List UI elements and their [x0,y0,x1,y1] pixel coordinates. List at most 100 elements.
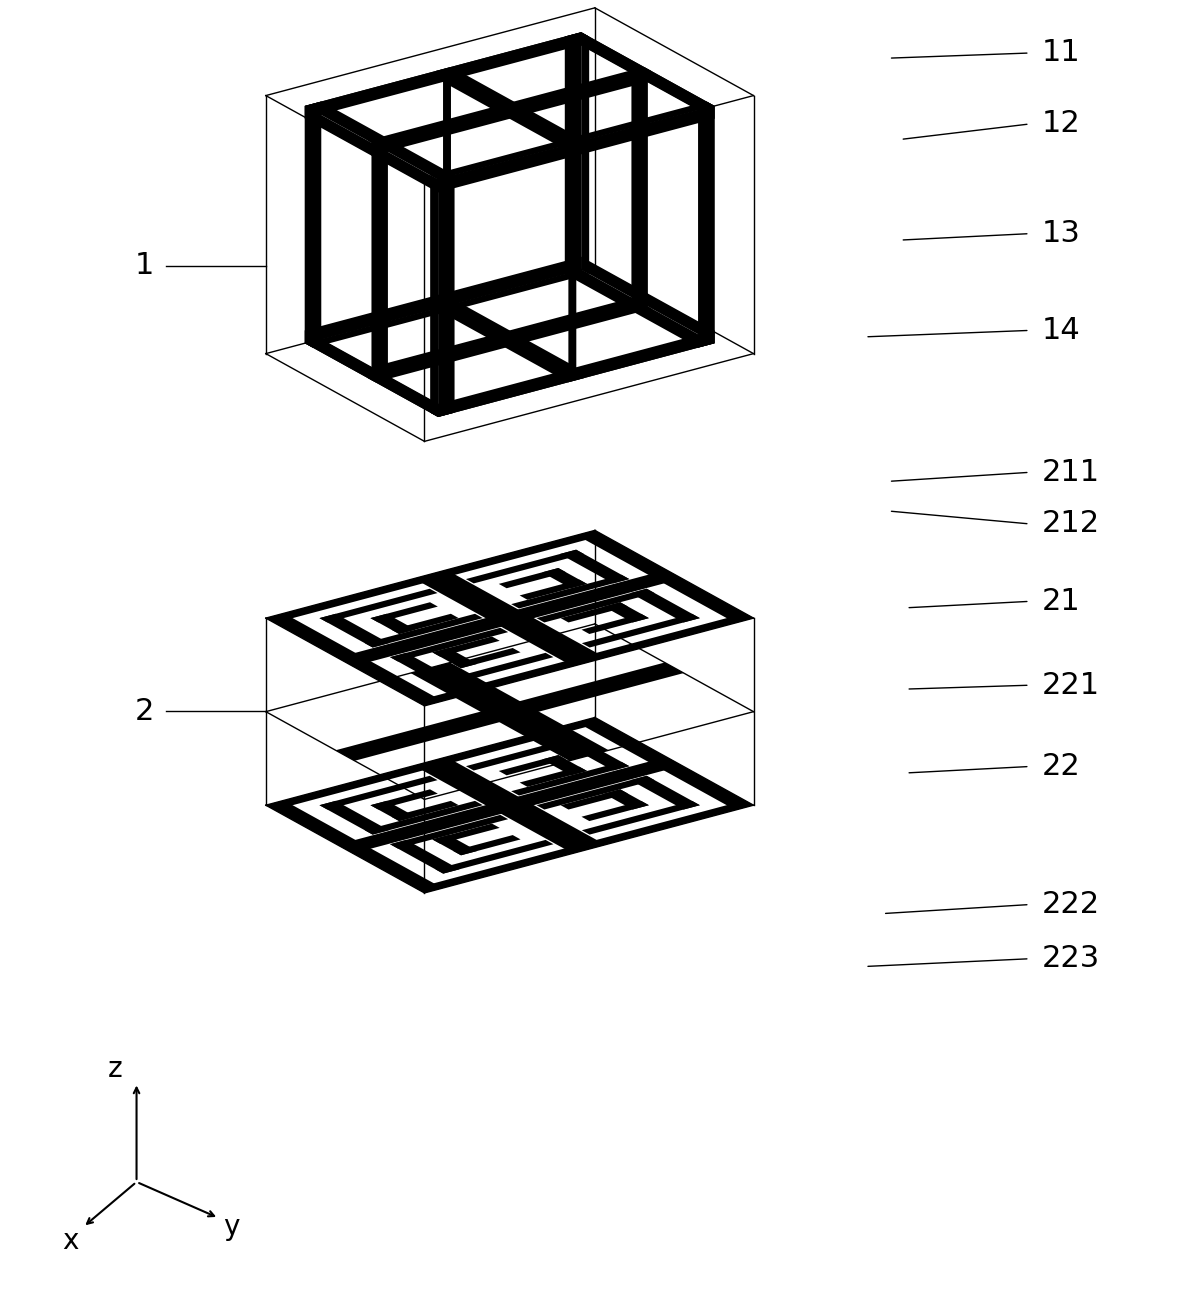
Polygon shape [266,718,603,809]
Polygon shape [391,614,458,634]
Polygon shape [391,800,458,821]
Polygon shape [511,762,629,795]
Polygon shape [371,294,648,380]
Polygon shape [438,176,455,418]
Polygon shape [305,106,313,348]
Polygon shape [564,270,715,348]
Polygon shape [413,756,605,853]
Polygon shape [305,339,455,418]
Text: z: z [108,1055,123,1084]
Polygon shape [319,614,389,648]
Polygon shape [454,648,521,668]
Polygon shape [305,102,322,344]
Polygon shape [337,756,682,853]
Polygon shape [411,662,609,760]
Text: 11: 11 [1041,39,1080,67]
Polygon shape [370,789,438,809]
Polygon shape [319,800,389,834]
Polygon shape [630,588,700,622]
Text: 13: 13 [1041,219,1080,248]
Polygon shape [631,69,648,310]
Polygon shape [519,767,587,787]
Polygon shape [581,32,589,274]
Polygon shape [577,718,754,809]
Polygon shape [390,653,459,687]
Polygon shape [370,603,438,622]
Polygon shape [432,835,477,855]
Polygon shape [370,614,416,634]
Polygon shape [432,636,499,657]
Polygon shape [337,570,682,666]
Polygon shape [604,789,649,809]
Text: 22: 22 [1041,753,1080,781]
Polygon shape [319,588,437,622]
Polygon shape [336,662,683,760]
Polygon shape [416,800,754,893]
Polygon shape [435,67,584,145]
Polygon shape [443,69,451,310]
Polygon shape [305,331,438,418]
Polygon shape [430,339,715,418]
Polygon shape [581,32,715,119]
Polygon shape [511,574,629,609]
Polygon shape [604,603,649,622]
Text: 1: 1 [134,251,154,281]
Polygon shape [699,106,715,348]
Polygon shape [435,304,584,383]
Polygon shape [465,737,584,771]
Polygon shape [560,737,629,771]
Polygon shape [432,824,499,844]
Polygon shape [416,613,754,706]
Text: 12: 12 [1041,110,1080,138]
Polygon shape [436,653,554,687]
Polygon shape [582,800,649,821]
Polygon shape [542,755,587,776]
Polygon shape [454,835,521,855]
Polygon shape [430,102,715,180]
Polygon shape [536,588,655,622]
Polygon shape [305,102,455,180]
Polygon shape [266,530,603,623]
Polygon shape [498,568,567,588]
Polygon shape [305,270,589,348]
Polygon shape [305,257,581,344]
Text: y: y [223,1213,239,1241]
Polygon shape [436,840,554,874]
Polygon shape [561,603,628,622]
Text: 14: 14 [1041,315,1080,345]
Polygon shape [564,32,581,274]
Polygon shape [561,789,628,809]
Polygon shape [430,176,438,418]
Polygon shape [568,138,576,380]
Polygon shape [413,570,605,666]
Polygon shape [266,800,443,893]
Text: 223: 223 [1041,944,1100,974]
Polygon shape [305,32,589,110]
Polygon shape [519,579,587,600]
Text: 212: 212 [1041,509,1099,538]
Polygon shape [498,755,567,776]
Polygon shape [365,800,483,834]
Polygon shape [438,331,715,418]
Polygon shape [438,106,715,193]
Polygon shape [371,138,388,380]
Polygon shape [465,550,584,583]
Polygon shape [560,550,629,583]
Polygon shape [542,568,587,588]
Polygon shape [266,613,443,706]
Text: 2: 2 [134,697,154,725]
Polygon shape [368,304,651,383]
Polygon shape [370,800,416,821]
Polygon shape [390,628,508,662]
Polygon shape [365,614,483,648]
Polygon shape [319,776,437,809]
Polygon shape [390,840,459,874]
Text: 221: 221 [1041,671,1099,700]
Polygon shape [432,648,477,668]
Polygon shape [564,32,715,110]
Text: x: x [62,1227,79,1254]
Text: 21: 21 [1041,587,1080,615]
Polygon shape [577,530,754,623]
Polygon shape [371,69,648,155]
Polygon shape [630,776,700,809]
